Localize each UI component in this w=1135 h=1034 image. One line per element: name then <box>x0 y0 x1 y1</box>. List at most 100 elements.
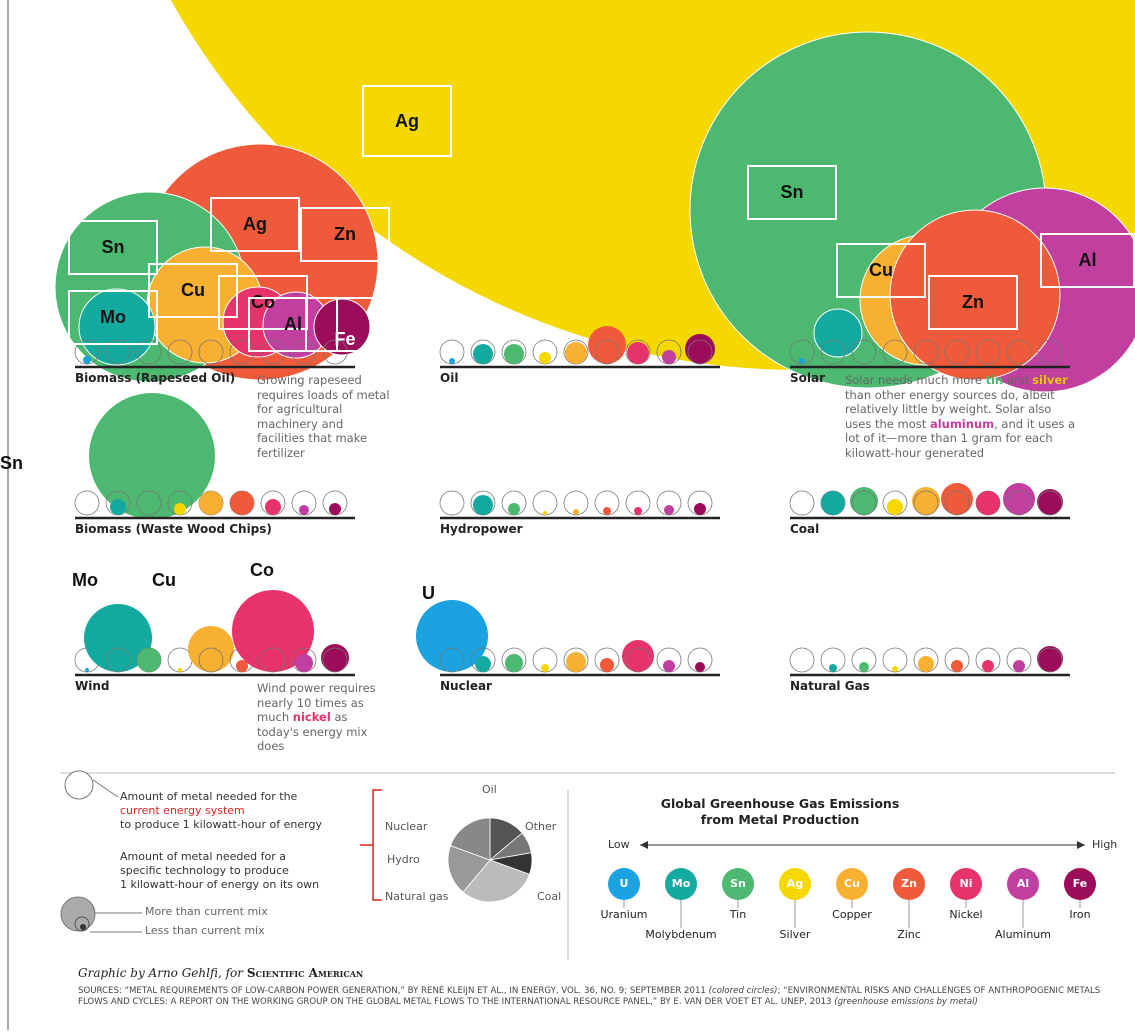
metal-symbol: Ag <box>787 877 803 890</box>
text-run: (greenhouse emissions by metal) <box>834 997 978 1007</box>
metal-circle <box>137 648 161 672</box>
sources: Sources: “Metal Requirements of Low-Carb… <box>78 986 1123 1008</box>
metal-circle <box>83 356 91 364</box>
panel-note: Wind power requires nearly 10 times as m… <box>257 681 392 754</box>
pie-label: Nuclear <box>385 820 427 833</box>
mix-circle <box>790 491 814 515</box>
text-run: nickel <box>293 710 331 724</box>
metal-circle <box>951 660 963 672</box>
panel-title: Oil <box>440 371 458 385</box>
metal-circle <box>859 662 869 672</box>
emissions-title: Global Greenhouse Gas Emissions <box>661 796 900 811</box>
text-run: silver <box>1032 373 1068 387</box>
text-run: (colored circles) <box>709 986 778 996</box>
metal-circle <box>976 491 1000 515</box>
metal-circle <box>918 656 934 672</box>
metal-circle <box>663 660 675 672</box>
metal-circle <box>821 491 845 515</box>
overlay-label: Ag <box>210 197 300 252</box>
text-run: Solar needs much more <box>845 373 986 387</box>
metal-circle <box>504 344 524 364</box>
overlay-label: U <box>422 583 435 604</box>
metal-circle <box>541 664 549 672</box>
metal-name: Iron <box>1069 908 1090 921</box>
overlay-label: Zn <box>300 207 390 262</box>
metal-name: Zinc <box>897 928 921 941</box>
legend-text: More than current mix <box>145 905 268 918</box>
metal-symbol: Sn <box>730 877 746 890</box>
scale-end: High <box>1092 838 1117 851</box>
metal-symbol: Cu <box>844 877 860 890</box>
overlay-label: Fe <box>305 297 385 352</box>
metal-name: Aluminum <box>995 928 1051 941</box>
metal-circle <box>505 654 523 672</box>
pie-label: Hydro <box>387 853 420 866</box>
legend-circle <box>80 924 86 930</box>
panel-title: Solar <box>790 371 825 385</box>
metal-name: Uranium <box>600 908 647 921</box>
overlay-label: Zn <box>928 275 1018 330</box>
mix-circle <box>75 491 99 515</box>
metal-circle <box>695 662 705 672</box>
metal-name: Molybdenum <box>645 928 716 941</box>
legend-text: Less than current mix <box>145 924 265 937</box>
metal-circle <box>694 503 706 515</box>
metal-circle <box>539 352 551 364</box>
metal-circle <box>887 499 903 515</box>
metal-circle <box>600 658 614 672</box>
text-run: Graphic by Arno Gehlfi, for <box>78 966 243 980</box>
metal-circle <box>449 358 455 364</box>
metal-circle <box>543 511 547 515</box>
metal-circle <box>662 350 676 364</box>
overlay-label: Sn <box>0 453 23 474</box>
metal-circle <box>295 654 313 672</box>
metal-circle <box>664 505 674 515</box>
metal-circle <box>199 491 223 515</box>
overlay-label: Sn <box>68 220 158 275</box>
panel-title: Biomass (Waste Wood Chips) <box>75 522 272 536</box>
metal-circle <box>188 626 234 672</box>
text-run: and <box>1003 373 1032 387</box>
metal-circle <box>634 507 642 515</box>
overlay-label: Cu <box>836 243 926 298</box>
metal-circle <box>799 358 805 364</box>
credit: Graphic by Arno Gehlfi, for Scientific A… <box>78 966 363 980</box>
metal-circle <box>1013 660 1025 672</box>
metal-name: Copper <box>832 908 872 921</box>
metal-symbol: Mo <box>672 877 691 890</box>
pie-label: Natural gas <box>385 890 449 903</box>
pie-label: Coal <box>537 890 561 903</box>
legend-circle <box>65 771 93 799</box>
metal-circle <box>89 393 215 519</box>
panel-title: Coal <box>790 522 819 536</box>
metal-circle <box>299 505 309 515</box>
metal-circle <box>982 660 994 672</box>
metal-circle <box>329 503 341 515</box>
overlay-label: Cu <box>152 570 176 591</box>
bracket <box>360 790 382 900</box>
panel-title: Natural Gas <box>790 679 870 693</box>
metal-circle <box>473 495 493 515</box>
leader <box>93 780 118 797</box>
page: Biomass (Rapeseed Oil)Growing rapeseed r… <box>0 0 1135 1034</box>
pie-label: Oil <box>482 783 497 796</box>
metal-circle <box>174 503 186 515</box>
metal-circle <box>475 656 491 672</box>
metal-circle <box>178 668 182 672</box>
overlay-label: Ag <box>362 85 452 157</box>
metal-circle <box>85 668 89 672</box>
text-run: Scientific American <box>247 966 363 980</box>
overlay-label: Al <box>1040 233 1135 288</box>
text-run: aluminum <box>930 417 994 431</box>
scale-end: Low <box>608 838 630 851</box>
panel-note: Growing rapeseed requires loads of metal… <box>257 373 392 460</box>
legend-text: current energy system <box>120 804 245 817</box>
legend-text: to produce 1 kilowatt-hour of energy <box>120 818 322 831</box>
pie-label: Other <box>525 820 556 833</box>
mix-circle <box>790 648 814 672</box>
metal-circle <box>566 652 586 672</box>
metal-circle <box>473 344 493 364</box>
metal-circle <box>892 666 898 672</box>
legend-text: 1 kilowatt-hour of energy on its own <box>120 878 319 891</box>
metal-name: Tin <box>730 908 746 921</box>
